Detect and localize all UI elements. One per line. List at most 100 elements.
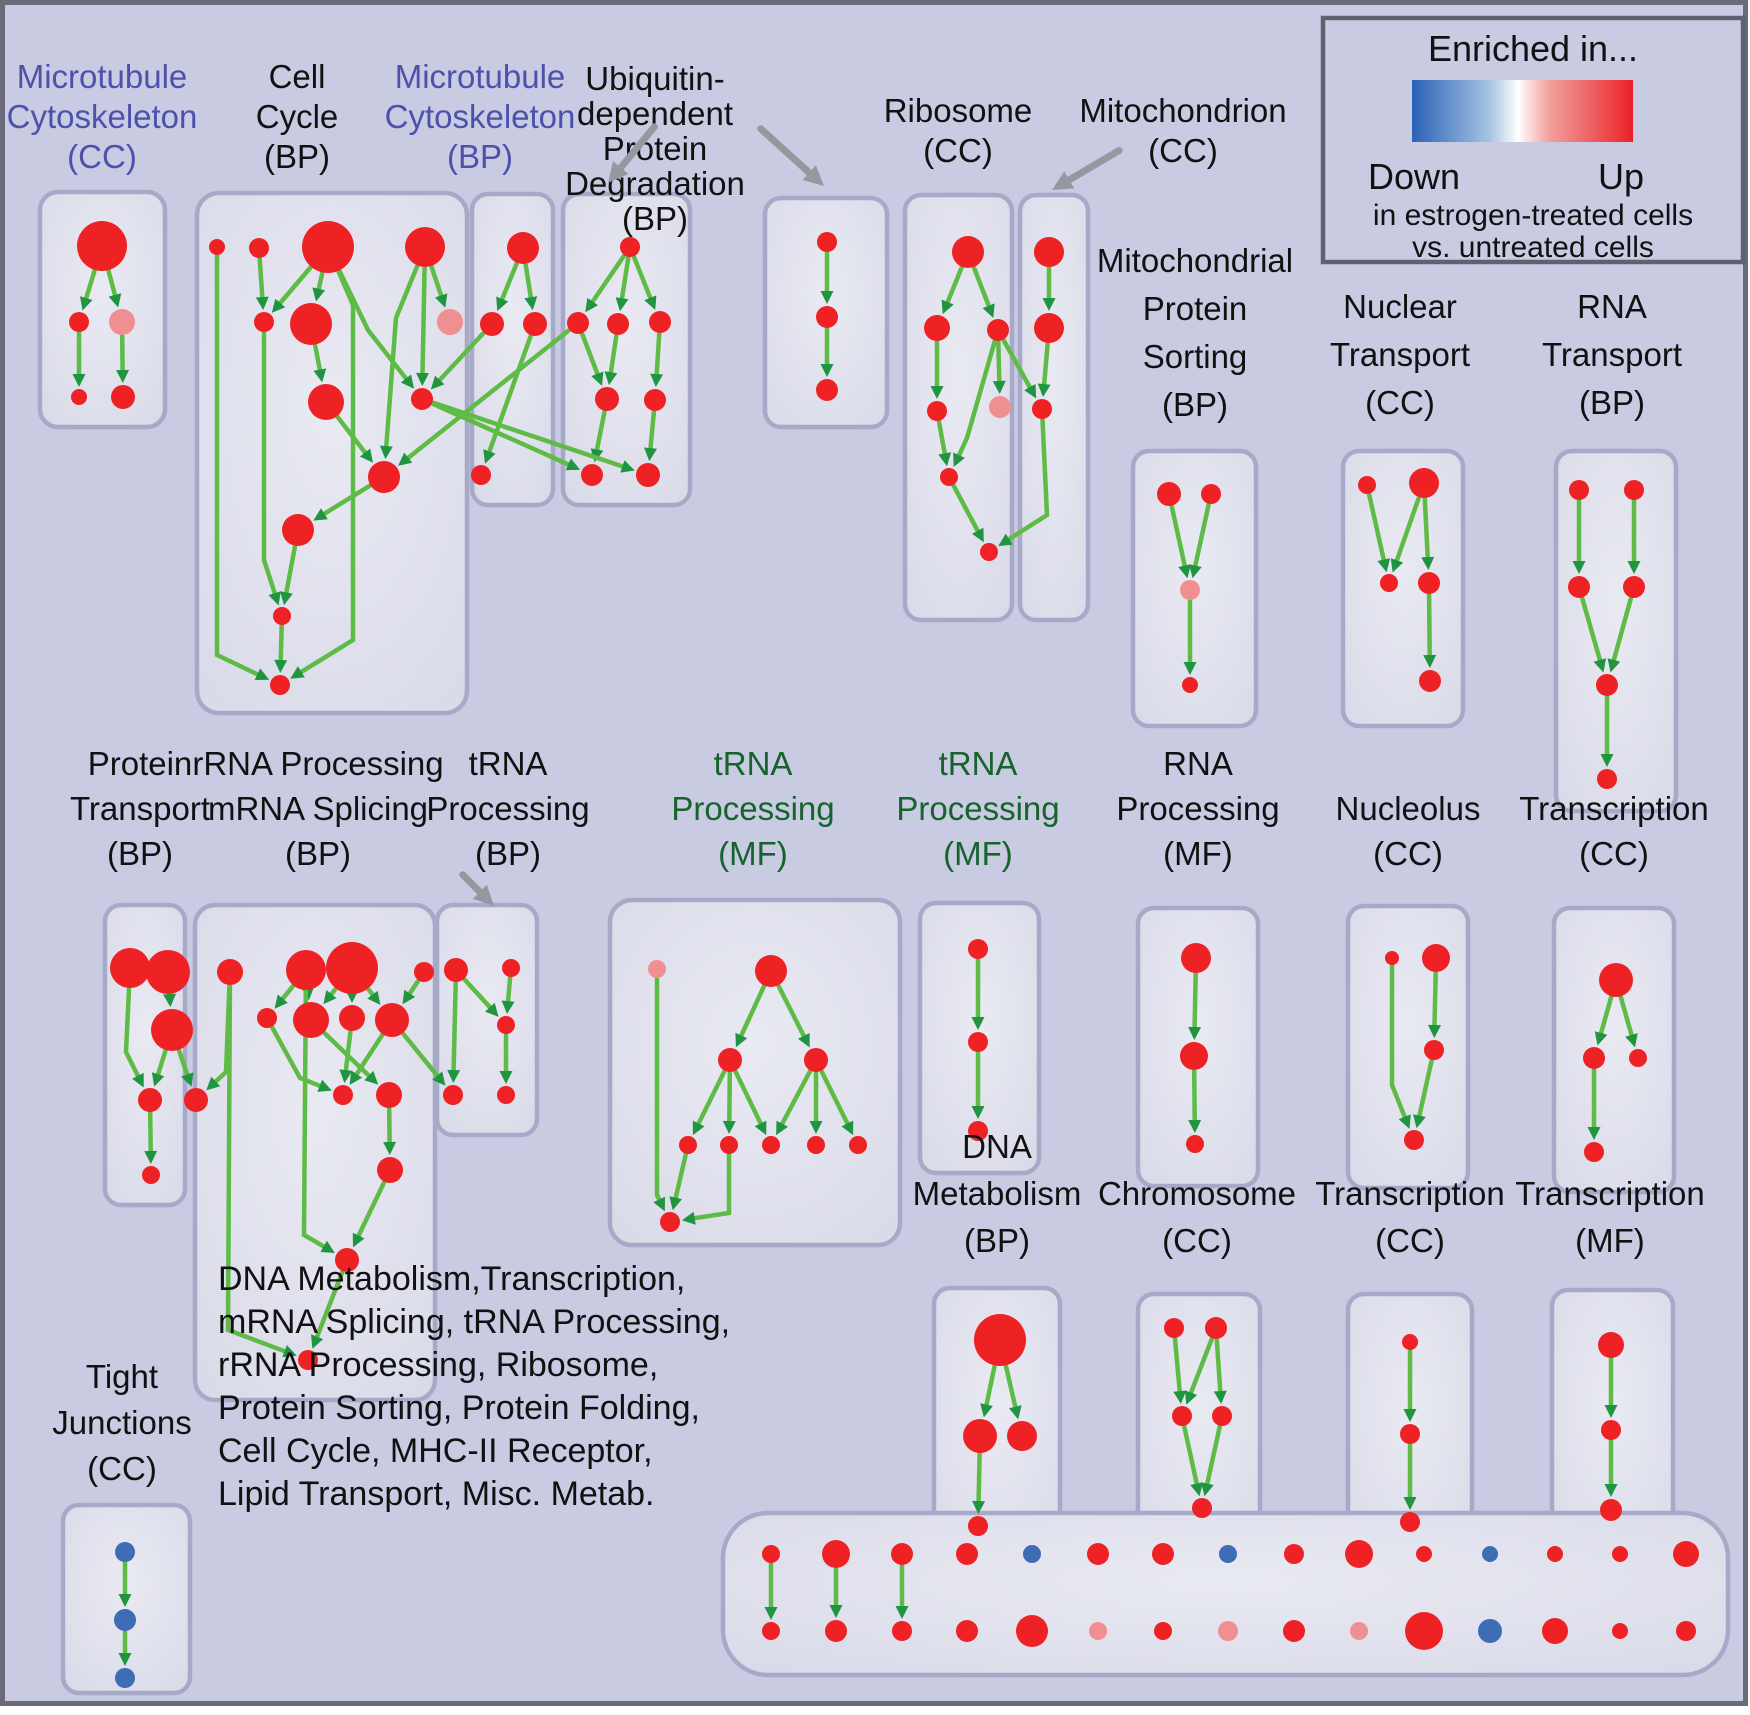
go-term-node: [1186, 1135, 1204, 1153]
go-term-node: [1180, 1042, 1208, 1070]
edge-arrow-head: [1188, 1026, 1202, 1040]
microtubule-cytoskeleton-cc-label: (CC): [67, 138, 137, 175]
trna-processing-bp-label: tRNA: [469, 745, 548, 782]
edge-arrow-head: [776, 1120, 788, 1136]
edge-arrow: [356, 1180, 387, 1238]
edge-arrow: [83, 268, 97, 301]
ubiquitin-dependent-protein-degradation-bp-label: Degradation: [565, 165, 745, 202]
go-term-node: [1034, 313, 1064, 343]
edge-arrow: [176, 1048, 190, 1077]
edge-arrow: [451, 980, 458, 1073]
go-term-node: [1023, 1545, 1041, 1563]
go-term-node: [822, 1540, 850, 1568]
go-term-node: [720, 1136, 738, 1154]
go-term-node: [1087, 1543, 1109, 1565]
transcription-cc-middle-box: [1551, 905, 1677, 1195]
go-term-node: [138, 1088, 162, 1112]
go-term-node: [1597, 769, 1617, 789]
cross-edge-arrow: [1006, 417, 1050, 542]
edge-arrow: [214, 253, 260, 677]
edge-arrow: [1191, 1068, 1197, 1123]
edge-arrow: [280, 984, 296, 1001]
go-term-node: [405, 227, 445, 267]
go-term-node: [1350, 1622, 1368, 1640]
edge-arrow: [727, 1070, 733, 1124]
edge-arrow-head: [80, 296, 93, 311]
edge-arrow: [996, 339, 1002, 384]
edge-arrow: [1432, 970, 1438, 1028]
go-term-node: [471, 465, 491, 485]
go-term-node: [963, 1419, 997, 1453]
go-term-node: [956, 1543, 978, 1565]
edge-arrow-head: [1627, 561, 1641, 574]
go-term-node: [1623, 576, 1645, 598]
go-term-node: [1612, 1623, 1628, 1639]
go-term-node: [679, 1136, 697, 1154]
edge-arrow-head: [181, 1072, 194, 1087]
edge-arrow: [284, 544, 298, 595]
go-term-node: [660, 1212, 680, 1232]
go-term-node: [1181, 943, 1211, 973]
trna-processing-mf-small-label: Processing: [896, 790, 1059, 827]
edge-arrow-head: [992, 380, 1006, 394]
go-term-node: [273, 607, 291, 625]
go-term-node: [71, 389, 87, 405]
edge-arrow: [343, 1029, 353, 1073]
annotation-arrow: [1065, 147, 1123, 184]
go-term-node: [940, 468, 958, 486]
go-term-node: [1219, 1545, 1237, 1563]
edge-arrow-head: [1421, 556, 1435, 570]
go-term-node: [1599, 963, 1633, 997]
microtubule-cytoskeleton-bp-label: Microtubule: [395, 58, 566, 95]
edge-arrow: [1182, 1424, 1199, 1486]
microtubule-cytoskeleton-cc-box: [37, 189, 168, 430]
edge-arrow-head: [501, 1000, 515, 1014]
edge-arrow-head: [313, 368, 327, 383]
go-term-node: [282, 514, 314, 546]
go-term-node: [1034, 237, 1064, 267]
go-term-node: [443, 1085, 463, 1105]
edge-arrow-head: [1607, 658, 1621, 673]
tight-junctions-cc-label: Junctions: [52, 1404, 191, 1441]
legend-down-label: Down: [1368, 156, 1461, 197]
go-term-node: [1584, 1142, 1604, 1162]
edge-arrow-head: [313, 508, 328, 521]
edge-arrow: [329, 986, 338, 997]
rrna-processing-mrna-splicing-bp-box: [192, 902, 438, 1403]
edge-arrow-head: [650, 373, 664, 387]
edge-arrow-head: [615, 297, 629, 312]
go-term-node: [1569, 480, 1589, 500]
edge-arrow-head: [841, 1120, 854, 1136]
edge-arrow-head: [116, 369, 130, 383]
edge-arrow: [692, 1152, 732, 1221]
go-term-node: [375, 1003, 409, 1037]
annotation-arrow: [459, 871, 484, 896]
edge-arrow: [733, 1069, 763, 1126]
edge-arrow-head: [108, 293, 122, 308]
edge-arrow-head: [383, 1141, 397, 1155]
go-term-node: [567, 312, 589, 334]
edge-arrow-head: [400, 374, 414, 389]
go-term-node: [184, 1088, 208, 1112]
go-term-node: [111, 385, 135, 409]
go-term-node: [1424, 1040, 1444, 1060]
go-term-node: [523, 312, 547, 336]
tight-junctions-cc-label: Tight: [86, 1358, 158, 1395]
edge-arrow: [384, 264, 420, 449]
edge-arrow-head: [274, 659, 288, 673]
go-term-node: [1284, 1544, 1304, 1564]
go-term-node: [444, 958, 468, 982]
edge-arrow: [1041, 341, 1050, 387]
edge-arrow: [1394, 495, 1421, 563]
go-term-node: [502, 959, 520, 977]
edge-arrow: [277, 265, 313, 306]
edge-arrow-head: [1428, 1024, 1441, 1038]
go-term-node: [1218, 1621, 1238, 1641]
edge-arrow: [335, 414, 368, 455]
edge-arrow-head: [118, 1594, 132, 1607]
go-term-node: [1568, 576, 1590, 598]
edge-arrow-head: [402, 989, 416, 1005]
edge-arrow-head: [311, 1334, 324, 1349]
go-term-node: [1596, 674, 1618, 696]
cell-cycle-bp-label: (BP): [264, 138, 330, 175]
